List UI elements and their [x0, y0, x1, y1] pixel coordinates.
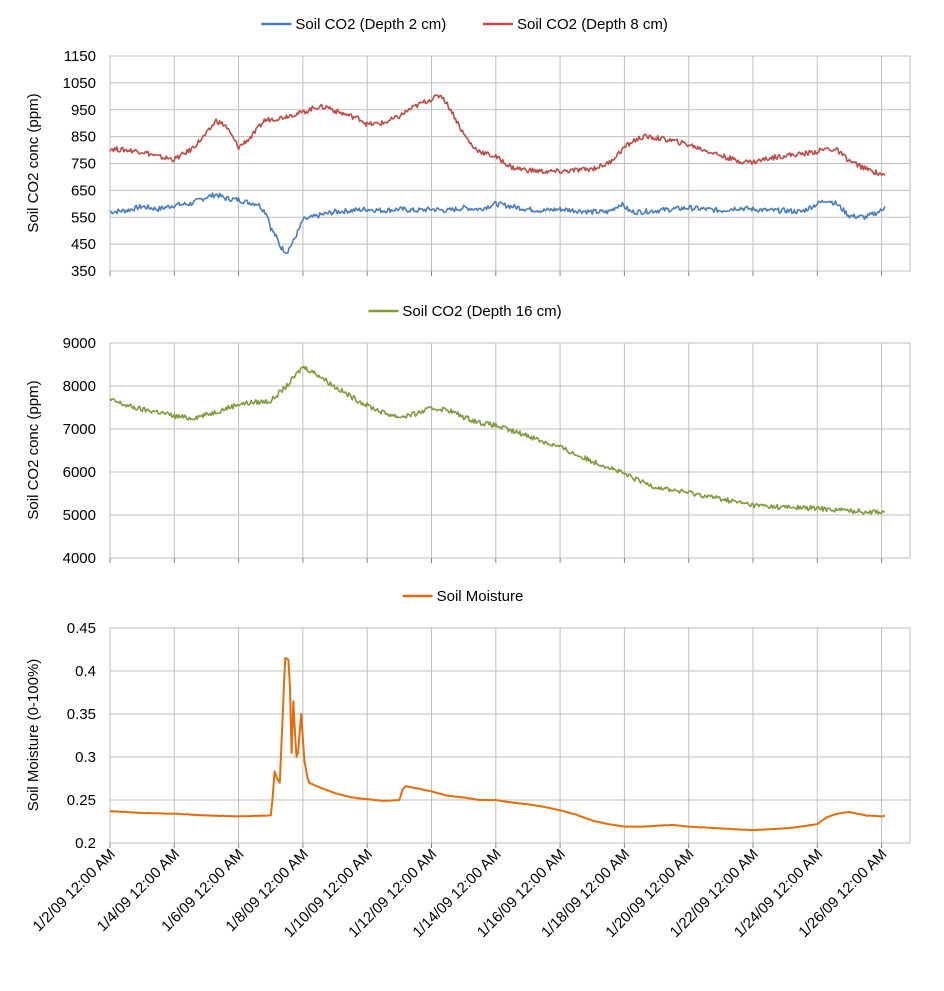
- y-tick-label: 0.45: [67, 620, 96, 637]
- legend-entry: Soil CO2 (Depth 8 cm): [517, 16, 668, 33]
- y-tick-label: 6000: [63, 464, 96, 481]
- series-line: [109, 94, 886, 177]
- panel-co2-shallow: 350 450 550 650 750 850 950 1050 1150 Soil CO2 co…: [25, 16, 911, 280]
- y-axis-label: Soil Moisture (0-100%): [25, 659, 42, 812]
- panel-co2-deep: 4000 5000 6000 7000 8000 9000 Soil CO2 conc (p…: [25, 303, 911, 567]
- y-tick-label: 450: [71, 236, 96, 253]
- series-line: [109, 192, 886, 254]
- series-line: [109, 365, 886, 515]
- y-tick-label: 950: [71, 102, 96, 119]
- y-tick-label: 0.3: [75, 749, 96, 766]
- y-tick-label: 0.2: [75, 835, 96, 852]
- legend-entry: Soil CO2 (Depth 16 cm): [402, 303, 561, 320]
- plot-area: [109, 627, 911, 844]
- series-line: [109, 657, 886, 832]
- y-tick-label: 650: [71, 182, 96, 199]
- y-tick-label: 750: [71, 156, 96, 173]
- y-axis-label: Soil CO2 conc (ppm): [25, 380, 42, 519]
- y-tick-label: 0.35: [67, 706, 96, 723]
- plot-area: [109, 342, 911, 559]
- y-tick-label: 0.4: [75, 663, 96, 680]
- y-tick-label: 550: [71, 209, 96, 226]
- legend-entry: Soil CO2 (Depth 2 cm): [295, 16, 446, 33]
- y-tick-label: 1150: [64, 48, 96, 65]
- y-tick-label: 1050: [63, 75, 96, 92]
- y-tick-label: 350: [71, 263, 96, 280]
- y-tick-label: 850: [71, 129, 96, 146]
- legend-entry: Soil Moisture: [437, 588, 524, 605]
- y-tick-label: 9000: [63, 335, 96, 352]
- y-tick-label: 0.25: [67, 792, 96, 809]
- y-axis-label: Soil CO2 conc (ppm): [25, 93, 42, 232]
- x-axis-tick-labels: 1/2/09 12:00 AM1/4/09 12:00 AM1/6/09 12:…: [30, 846, 891, 941]
- y-tick-label: 5000: [63, 507, 96, 524]
- y-tick-label: 7000: [63, 421, 96, 438]
- y-tick-label: 8000: [63, 378, 96, 395]
- y-tick-label: 4000: [63, 550, 96, 567]
- panel-soil-moisture: 0.2 0.25 0.3 0.35 0.4 0.45 Soil Moisture (0-10…: [25, 588, 911, 852]
